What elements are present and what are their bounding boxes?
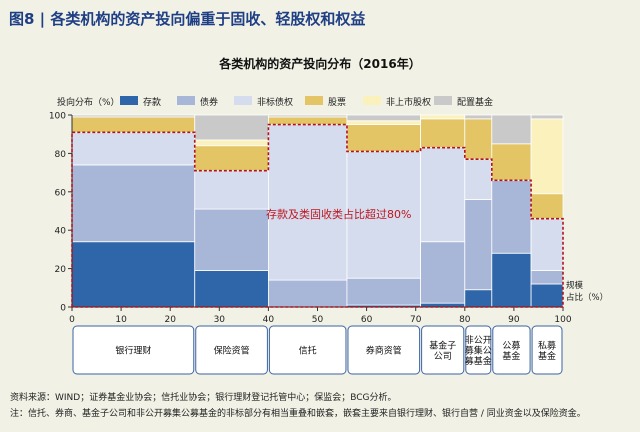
bar-segment [464,114,493,120]
x-tick-label: 20 [164,315,176,325]
x-tick-label: 30 [214,315,226,325]
fixed-income-boundary [71,123,564,308]
legend-swatch [434,96,452,105]
y-axis-label: 投向分布（%） [57,98,120,108]
category-label: 基金子 [429,339,456,351]
y-tick-label: 80 [55,150,67,160]
x-tick-label: 60 [361,315,373,325]
bar-segment [194,208,269,271]
category-label: 券商资管 [366,345,402,357]
y-tick-label: 20 [55,265,67,275]
x-axis-label: 占比（%） [566,292,608,303]
bar-segment [194,114,269,141]
y-tick-label: 100 [49,112,66,122]
y-tick-label: 40 [55,227,67,237]
bar-segment [267,279,348,308]
y-tick-label: 60 [55,188,67,198]
category-box [268,325,347,375]
bar-segment [346,114,422,122]
bar-segment [420,241,466,304]
x-tick-label: 70 [410,315,422,325]
category-box [195,325,268,375]
annotation-text: 存款及类固收类占比超过80% [266,207,411,221]
bar-segment [194,170,269,210]
category-label: 私募 [538,339,556,351]
legend-label: 非上市股权 [386,98,432,108]
legend-swatch [177,96,195,105]
category-box [465,325,492,375]
bar-segment [420,118,466,149]
category-label: 募基金 [465,355,492,367]
y-tick-label: 0 [60,304,66,314]
category-box [492,325,531,375]
chart-title: 各类机构的资产投向分布（2016年） [219,57,421,71]
bar-segment [194,145,269,172]
category-box [347,325,421,375]
bar-segment [530,218,564,271]
bar-segment [491,114,532,145]
bar-segment [530,283,564,308]
category-label: 募集公 [465,345,492,357]
legend-label: 债券 [200,98,219,108]
source-note: 资料来源：WIND；证券基金业协会；信托业协会；银行理财登记托管中心；保监会；B… [10,393,397,403]
bar-segment [464,289,493,308]
bar-segment [267,124,348,281]
bar-segment [71,116,196,133]
category-box [72,325,195,375]
bar-segment [530,118,564,195]
x-tick-label: 50 [312,315,324,325]
legend-label: 存款 [143,98,162,108]
legend-label: 配置基金 [457,98,494,108]
category-label: 信托 [299,345,317,357]
x-tick-label: 40 [263,315,275,325]
bar-segment [346,124,422,152]
legend-swatch [363,96,381,105]
category-label: 公募 [502,339,520,351]
bar-segment [71,241,196,308]
category-label: 保险资管 [214,345,250,357]
legend-label: 非标债权 [257,98,294,108]
bar-segment [71,114,196,118]
bar-segment [194,139,269,147]
bar-segment [530,114,564,120]
x-tick-label: 10 [115,315,127,325]
bar-segment [71,164,196,243]
bar-segment [530,193,564,220]
footnote: 注：信托、券商、基金子公司和非公开募集公募基金的非标部分有相当重叠和嵌套，嵌套主… [10,409,586,419]
bar-segment [491,179,532,254]
bar-segment [420,114,466,120]
x-tick-label: 90 [508,315,520,325]
bar-segment [71,131,196,166]
x-tick-label: 0 [69,315,75,325]
category-label: 非公开 [465,334,492,346]
legend-swatch [305,96,323,105]
category-box [421,325,465,375]
bar-segment [464,199,493,291]
bar-segment [420,147,466,243]
bar-segment [346,120,422,126]
bar-segment [346,151,422,279]
bar-segment [491,143,532,181]
category-label: 公司 [434,351,452,362]
bar-segment [491,252,532,308]
bar-segment [464,118,493,160]
figure-title: 图8 | 各类机构的资产投向偏重于固收、轻股权和权益 [9,10,366,28]
bar-segment [346,277,422,306]
category-label: 基金 [538,350,556,362]
legend-swatch [234,96,252,105]
legend-swatch [120,96,138,105]
x-tick-label: 100 [554,315,571,325]
category-label: 基金 [502,350,520,362]
bar-segment [464,158,493,200]
bar-segment [267,116,348,125]
x-axis-label: 规模 [566,280,584,291]
legend-label: 股票 [328,98,347,108]
category-box [531,325,563,375]
x-tick-label: 80 [459,315,471,325]
category-label: 银行理财 [115,345,151,357]
bar-segment [267,114,348,118]
bar-segment [194,270,269,308]
bar-segment [530,270,564,285]
